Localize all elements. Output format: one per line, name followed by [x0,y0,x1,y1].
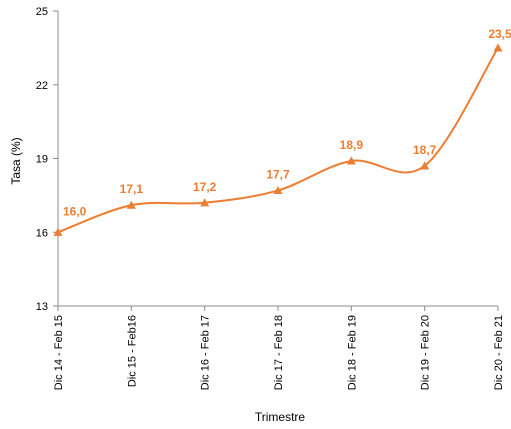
data-label: 16,0 [63,204,87,218]
data-label: 18,9 [340,138,364,152]
series-line [57,47,499,234]
x-tick-label: Dic 16 - Feb 17 [200,315,212,390]
x-tick-label: Dic 19 - Feb 20 [420,315,432,390]
data-point-marker [493,43,503,52]
data-point-marker [346,156,356,165]
y-tick-label: 13 [36,301,48,313]
y-tick-label: 19 [36,154,48,166]
x-tick-label: Dic 20 - Feb 21 [493,315,505,390]
y-tick-label: 25 [36,6,48,18]
data-point-marker [273,185,283,195]
data-label: 18,7 [413,143,437,157]
x-axis-title: Trimestre [255,410,306,424]
y-tick-label: 22 [36,80,48,92]
x-tick-label: Dic 14 - Feb 15 [53,315,65,390]
x-tick-label: Dic 17 - Feb 18 [273,315,285,390]
data-label: 17,7 [266,167,290,181]
x-ticks: Dic 14 - Feb 15 Dic 15 - Feb16 Dic 16 - Fe… [53,306,505,390]
y-ticks: 13 16 19 22 25 [36,6,58,313]
data-point-marker [200,198,210,207]
data-label: 17,2 [193,180,217,194]
y-axis-title: Tasa (%) [9,137,23,184]
x-tick-label: Dic 15 - Feb16 [126,315,138,387]
data-point-marker [420,161,430,170]
x-tick-label: Dic 18 - Feb 19 [346,315,358,390]
data-label: 17,1 [120,182,144,196]
series-group: 16,0 17,1 17,2 17,7 18,9 18,7 23,5 [53,27,511,236]
y-tick-label: 16 [36,227,48,239]
data-label: 23,5 [488,27,511,41]
data-point-marker [126,200,136,209]
data-point-marker [53,227,63,236]
